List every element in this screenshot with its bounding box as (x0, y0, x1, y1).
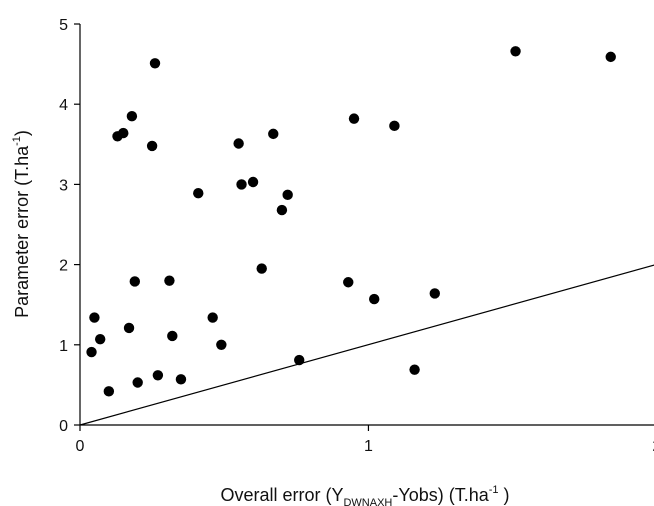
data-points (86, 46, 616, 397)
data-point (126, 111, 138, 122)
data-point (175, 374, 187, 385)
data-point (89, 312, 100, 323)
x-axis-title: Overall error (YDWNAXH-Yobs) (T.ha-1 ) (220, 484, 509, 506)
data-point (193, 188, 204, 199)
y-axis-title: Parameter error (T.ha-1) (11, 130, 32, 318)
data-point (276, 204, 288, 216)
y-tick-label: 0 (59, 418, 68, 435)
x-axis-ticks: 0 1 2 (76, 425, 654, 455)
data-point (343, 277, 354, 288)
data-point (207, 312, 218, 323)
data-point (282, 189, 293, 201)
y-tick-label: 2 (59, 258, 68, 275)
data-point (146, 140, 158, 152)
plot-area: 0 1 2 3 4 5 0 1 2 (59, 17, 654, 455)
data-point (389, 120, 400, 132)
data-point (294, 354, 305, 366)
data-point (118, 127, 129, 139)
data-point (369, 293, 380, 305)
data-point (94, 333, 106, 345)
y-tick-label: 4 (59, 97, 68, 114)
data-point (429, 288, 440, 299)
data-point (149, 58, 161, 69)
data-point (86, 346, 97, 358)
data-point (510, 46, 521, 57)
data-point (152, 370, 164, 381)
y-tick-label: 1 (59, 338, 68, 355)
one-to-one-reference-line (79, 264, 654, 426)
data-point (103, 386, 115, 397)
x-tick-label: 2 (652, 438, 654, 455)
y-tick-label: 5 (59, 17, 68, 34)
y-axis-ticks: 0 1 2 3 4 5 (59, 17, 80, 435)
data-point (348, 113, 360, 124)
x-tick-label: 0 (76, 438, 85, 455)
data-point (129, 276, 141, 287)
x-tick-label: 1 (364, 438, 373, 455)
data-point (167, 330, 178, 342)
data-point (605, 51, 616, 63)
y-tick-label: 3 (59, 177, 68, 194)
data-point (409, 364, 420, 375)
data-point (123, 322, 135, 334)
data-point (236, 179, 247, 190)
data-point (268, 128, 279, 140)
data-point (256, 263, 267, 274)
data-point (132, 377, 143, 388)
data-point (247, 176, 259, 188)
data-point (233, 138, 244, 149)
data-point (216, 339, 227, 350)
data-point (164, 275, 175, 286)
